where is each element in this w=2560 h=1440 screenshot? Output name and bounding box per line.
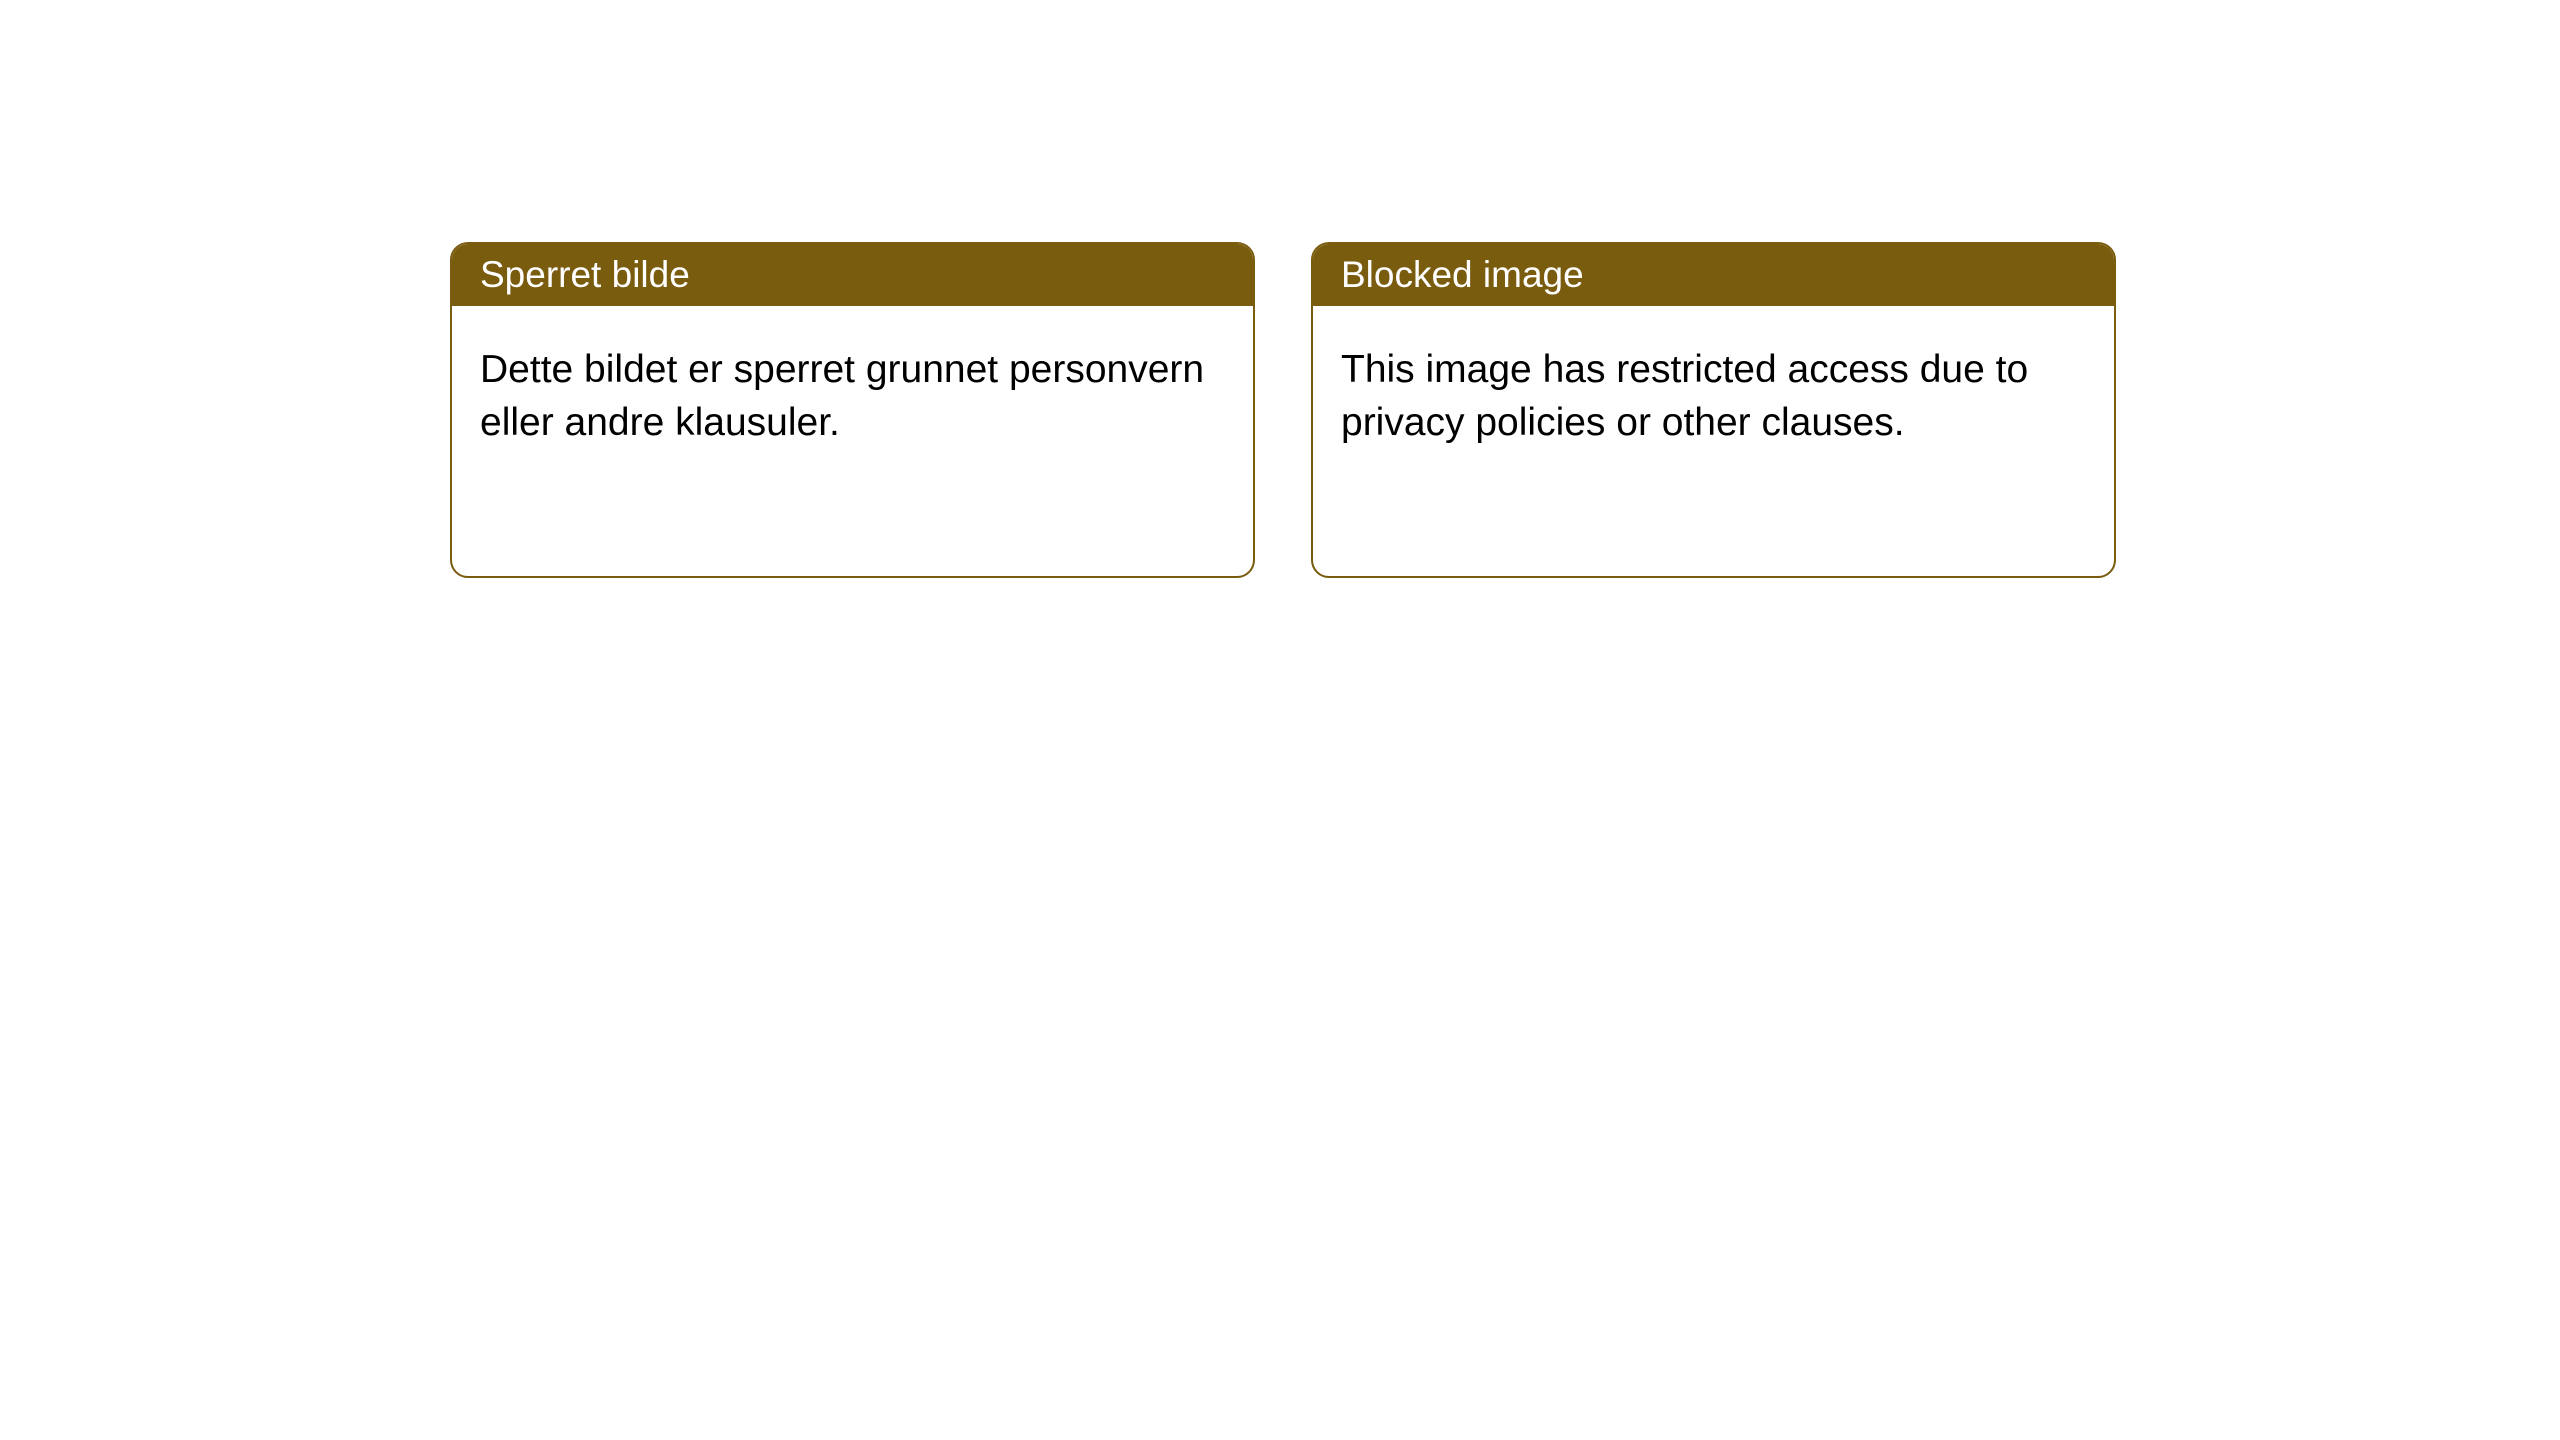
notice-card-english: Blocked image This image has restricted … — [1311, 242, 2116, 578]
card-body: This image has restricted access due to … — [1313, 306, 2114, 576]
notice-cards-container: Sperret bilde Dette bildet er sperret gr… — [0, 0, 2560, 578]
card-title: Blocked image — [1341, 254, 1584, 295]
card-body-text: Dette bildet er sperret grunnet personve… — [480, 344, 1225, 449]
notice-card-norwegian: Sperret bilde Dette bildet er sperret gr… — [450, 242, 1255, 578]
card-header: Sperret bilde — [452, 244, 1253, 306]
card-header: Blocked image — [1313, 244, 2114, 306]
card-title: Sperret bilde — [480, 254, 690, 295]
card-body-text: This image has restricted access due to … — [1341, 344, 2086, 449]
card-body: Dette bildet er sperret grunnet personve… — [452, 306, 1253, 576]
